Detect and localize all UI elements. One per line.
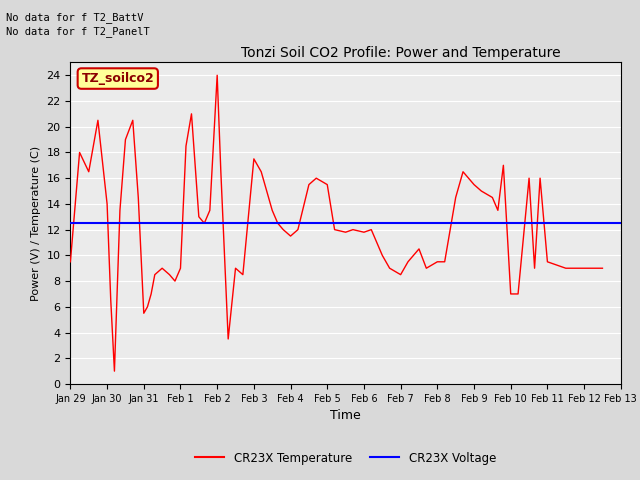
Title: Tonzi Soil CO2 Profile: Power and Temperature: Tonzi Soil CO2 Profile: Power and Temper… — [241, 46, 561, 60]
Y-axis label: Power (V) / Temperature (C): Power (V) / Temperature (C) — [31, 145, 41, 301]
Text: No data for f T2_PanelT: No data for f T2_PanelT — [6, 26, 150, 37]
Text: No data for f T2_BattV: No data for f T2_BattV — [6, 12, 144, 23]
Text: TZ_soilco2: TZ_soilco2 — [81, 72, 154, 85]
X-axis label: Time: Time — [330, 409, 361, 422]
Legend: CR23X Temperature, CR23X Voltage: CR23X Temperature, CR23X Voltage — [190, 447, 501, 469]
